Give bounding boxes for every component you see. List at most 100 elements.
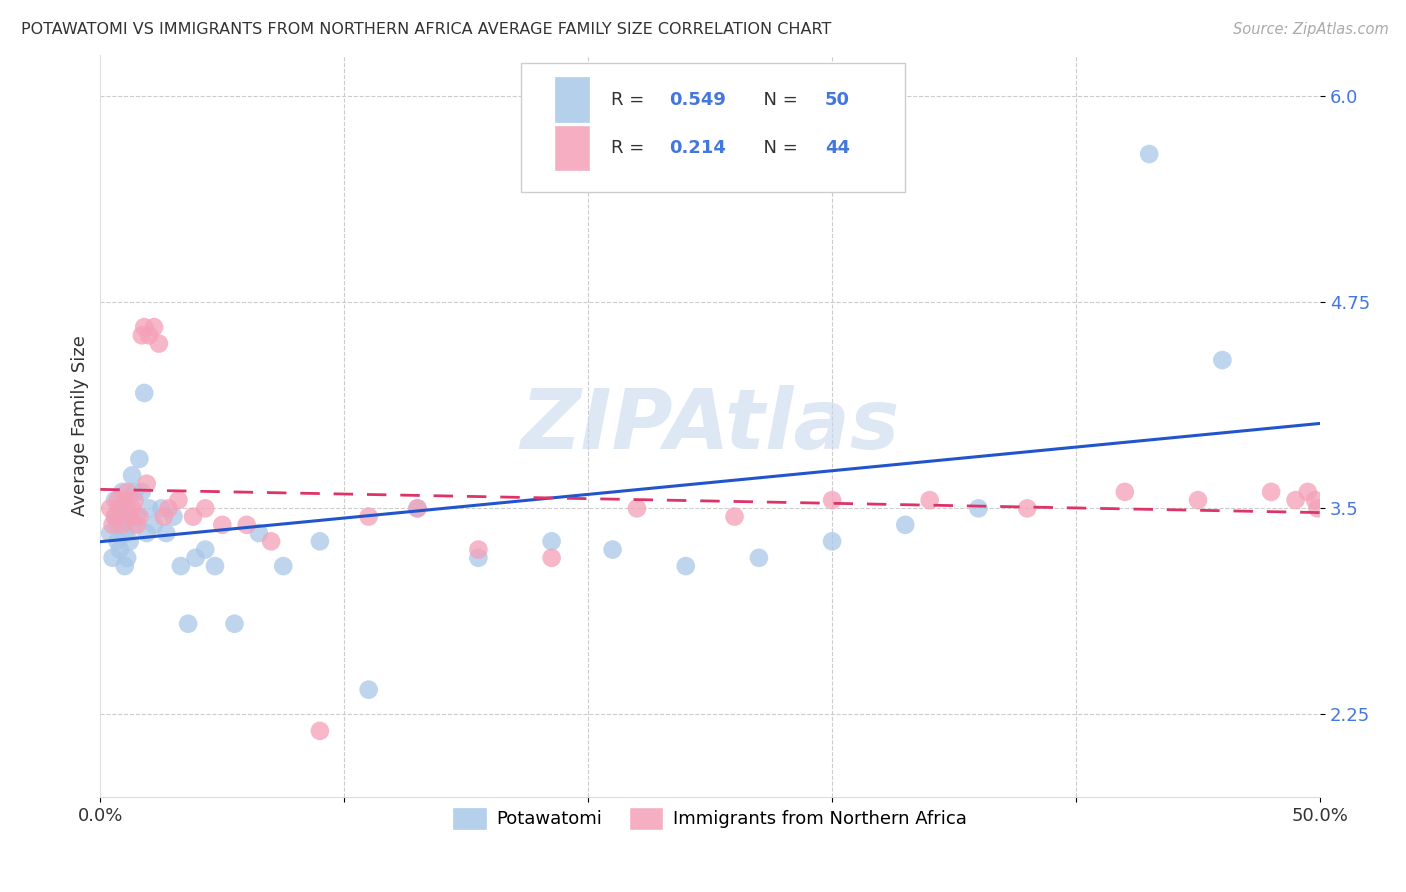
Point [148,336,170,351]
Point [115,550,138,565]
Point [111,484,134,499]
Point [194,501,217,516]
Text: 50: 50 [825,91,849,109]
Point [128,509,150,524]
Point [224,616,246,631]
Text: R =: R = [612,139,651,157]
Text: Source: ZipAtlas.com: Source: ZipAtlas.com [1233,22,1389,37]
Point [125,517,148,532]
Point [1114,484,1136,499]
Point [138,328,160,343]
Point [134,386,156,401]
Point [108,542,131,557]
Point [1296,484,1319,499]
Point [1306,501,1329,516]
Point [540,550,562,565]
Point [143,320,166,334]
Point [1017,501,1039,516]
FancyBboxPatch shape [555,126,589,170]
Point [118,509,141,524]
Point [107,534,129,549]
Point [118,534,141,549]
Point [121,468,143,483]
Point [115,484,138,499]
Point [170,559,193,574]
Point [894,517,917,532]
Point [111,509,134,524]
Point [1187,493,1209,508]
Point [155,526,177,541]
Point [406,501,429,516]
Point [124,493,146,508]
Point [467,542,489,557]
Point [101,517,124,532]
Point [114,526,136,541]
Point [675,559,697,574]
Point [121,501,143,516]
Point [157,501,180,516]
Point [104,509,127,524]
Point [194,542,217,557]
Text: N =: N = [752,139,803,157]
Point [114,493,136,508]
Point [1211,353,1233,368]
Point [204,559,226,574]
Text: ZIPAtlas: ZIPAtlas [520,385,900,467]
Text: POTAWATOMI VS IMMIGRANTS FROM NORTHERN AFRICA AVERAGE FAMILY SIZE CORRELATION CH: POTAWATOMI VS IMMIGRANTS FROM NORTHERN A… [21,22,831,37]
Point [98,501,121,516]
Point [108,501,131,516]
Point [626,501,648,516]
Point [181,509,204,524]
Point [108,501,131,516]
Text: 0.214: 0.214 [669,139,725,157]
Point [967,501,990,516]
Point [1284,493,1306,508]
Point [540,534,562,549]
Point [177,616,200,631]
Point [260,534,283,549]
Point [235,517,257,532]
Point [1137,147,1160,161]
Point [135,476,157,491]
Point [118,509,141,524]
Point [150,501,173,516]
Point [111,517,134,532]
Point [101,550,124,565]
Point [115,501,138,516]
Point [1303,493,1326,508]
Point [125,509,148,524]
Point [357,509,380,524]
Point [467,550,489,565]
Legend: Potawatomi, Immigrants from Northern Africa: Potawatomi, Immigrants from Northern Afr… [446,801,974,836]
Point [121,517,143,532]
Point [821,534,844,549]
Point [131,328,153,343]
Point [114,559,136,574]
Point [211,517,233,532]
Point [309,723,332,738]
Text: N =: N = [752,91,803,109]
Point [602,542,624,557]
Point [406,501,429,516]
FancyBboxPatch shape [522,62,905,193]
Point [131,484,153,499]
Point [357,682,380,697]
Point [104,509,127,524]
Text: 0.549: 0.549 [669,91,725,109]
Point [128,451,150,466]
Text: 44: 44 [825,139,849,157]
Point [162,509,184,524]
Point [271,559,294,574]
Text: R =: R = [612,91,651,109]
Point [723,509,745,524]
Point [309,534,332,549]
Point [104,493,127,508]
Point [107,493,129,508]
Point [98,526,121,541]
Point [748,550,770,565]
Point [918,493,941,508]
Point [184,550,207,565]
Point [143,517,166,532]
Y-axis label: Average Family Size: Average Family Size [72,335,89,516]
Point [167,493,190,508]
